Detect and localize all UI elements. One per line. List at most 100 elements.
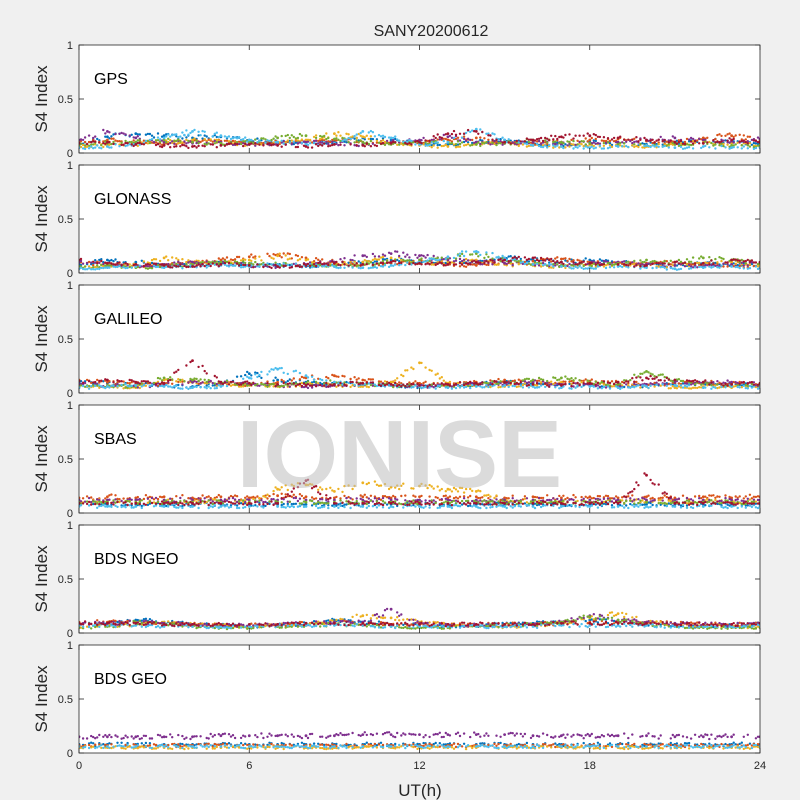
data-point [367,382,370,385]
data-point [700,381,703,385]
data-point [746,147,749,150]
data-point [720,264,723,267]
data-point [477,383,480,386]
data-point [239,375,243,378]
data-point [493,263,496,266]
data-point [704,140,707,143]
data-point [619,382,622,386]
data-point [361,263,365,266]
data-point [422,381,425,385]
data-point [602,380,606,383]
data-point [645,258,648,262]
data-point [130,379,133,382]
data-point [580,385,583,389]
data-point [260,376,263,380]
data-point [195,264,198,267]
data-point [319,381,322,385]
data-point [460,263,464,266]
data-point [203,134,206,137]
data-point [669,263,672,266]
data-point [274,135,277,138]
data-point [276,383,279,386]
data-point [92,147,95,150]
data-point [369,266,373,269]
data-point [294,145,298,149]
data-point [493,139,496,143]
data-point [353,376,356,379]
data-point [177,265,180,268]
data-point [359,131,362,135]
data-point [312,135,316,139]
data-point [568,380,571,383]
data-point [343,266,346,269]
data-point [282,262,285,265]
data-point [712,262,715,266]
data-point [756,387,760,390]
data-point [714,261,717,265]
data-point [422,384,425,387]
data-point [556,141,559,144]
data-point [185,142,188,145]
data-point [621,380,624,384]
data-point [574,263,577,266]
data-point [162,385,166,388]
data-point [239,266,243,269]
data-point [501,143,504,146]
data-point [333,265,336,268]
data-point [367,267,370,270]
data-point [213,139,216,143]
data-point [179,140,182,143]
data-point [531,138,535,142]
data-point [333,380,336,384]
data-point [239,142,243,146]
data-point [286,379,289,383]
data-point [408,139,411,142]
data-point [523,142,527,145]
data-point [432,386,435,389]
data-point [282,381,285,385]
data-point [223,259,227,263]
data-point [227,265,231,268]
data-point [572,147,575,150]
data-point [258,265,261,268]
data-point [452,382,456,385]
data-point [525,258,529,261]
data-point [197,142,200,145]
data-point [106,145,109,148]
data-point [394,381,397,385]
data-point [406,261,409,264]
data-point [732,137,735,141]
data-point [619,261,622,264]
data-point [225,260,229,264]
data-point [106,135,109,139]
data-point [282,264,285,268]
data-point [83,140,87,144]
data-point [387,265,391,269]
data-point [424,385,427,389]
data-point [541,139,545,143]
data-point [254,373,257,376]
data-point [104,386,107,390]
data-point [242,381,245,385]
data-point [460,503,464,506]
data-point [110,146,113,149]
data-point [533,256,537,259]
data-point [400,382,403,385]
data-point [389,256,393,260]
data-point [505,262,508,266]
data-point [752,261,756,264]
data-point [428,259,431,263]
data-point [126,386,129,389]
data-point [394,260,397,263]
data-point [138,133,141,136]
data-point [412,141,415,144]
data-point [430,144,433,147]
data-point [430,146,433,149]
data-point [732,146,735,149]
data-point [503,261,506,265]
data-point [108,264,111,267]
data-point [635,136,638,139]
data-point [351,135,354,138]
data-point [310,384,314,387]
data-point [428,139,431,142]
